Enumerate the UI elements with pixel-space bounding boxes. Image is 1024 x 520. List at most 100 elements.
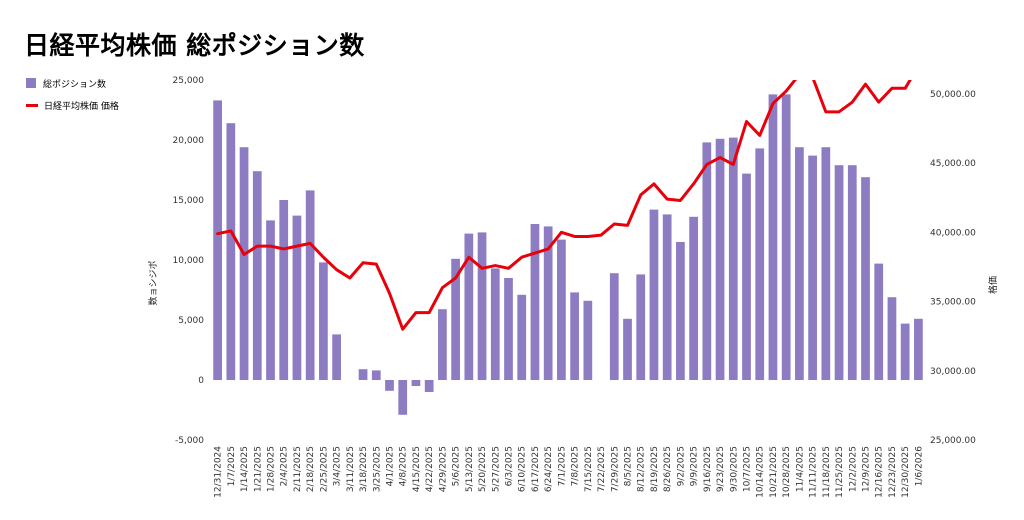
- x-tick-label: 7/29/2025: [610, 446, 620, 492]
- y2-tick-label: 35,000.00: [930, 298, 976, 308]
- bar: [689, 216, 698, 380]
- legend: 総ポジション数 日経平均株価 価格: [26, 72, 119, 116]
- legend-swatch-line: [26, 103, 38, 107]
- bar: [398, 380, 408, 415]
- y2-tick-label: 25,000.00: [930, 436, 976, 446]
- bar: [728, 137, 738, 380]
- y2-tick-label: 30,000.00: [930, 367, 976, 377]
- x-tick-label: 8/19/2025: [650, 446, 660, 492]
- bar: [319, 262, 328, 380]
- x-tick-label: 3/25/2025: [372, 446, 382, 492]
- bar: [477, 232, 487, 380]
- x-tick-label: 4/29/2025: [438, 446, 448, 492]
- x-tick-label: 9/23/2025: [716, 446, 726, 492]
- y-tick-label: 15,000: [173, 196, 205, 206]
- bar: [887, 297, 897, 380]
- bar: [543, 226, 553, 380]
- x-tick-label: 5/27/2025: [491, 446, 501, 492]
- bar: [742, 173, 751, 380]
- bar: [385, 380, 394, 391]
- y-tick-label: -5,000: [175, 436, 204, 446]
- bar: [702, 142, 712, 380]
- chart-title: 日経平均株価 総ポジション数: [24, 31, 365, 60]
- legend-label-line: 日経平均株価 価格: [44, 101, 119, 112]
- x-tick-label: 4/15/2025: [412, 446, 422, 492]
- x-tick-label: 7/1/2025: [557, 446, 567, 486]
- bar: [900, 323, 910, 380]
- bar: [821, 147, 831, 380]
- x-tick-label: 1/6/2026: [914, 446, 924, 487]
- x-tick-label: 10/28/2025: [782, 446, 792, 498]
- x-tick-label: 3/18/2025: [359, 446, 369, 492]
- bar: [239, 147, 249, 380]
- x-tick-label: 3/11/2025: [346, 446, 356, 492]
- bar: [715, 138, 725, 380]
- bar: [609, 273, 619, 380]
- x-tick-label: 12/16/2025: [875, 446, 885, 498]
- bar: [252, 171, 262, 380]
- bar: [213, 100, 222, 381]
- x-tick-label: 12/30/2025: [901, 446, 911, 498]
- bar: [808, 155, 817, 380]
- bar: [649, 209, 659, 380]
- bar: [768, 94, 778, 381]
- x-tick-label: 7/8/2025: [571, 446, 581, 486]
- x-tick-label: 2/4/2025: [280, 446, 290, 486]
- bar-series: [213, 94, 923, 415]
- x-tick-label: 2/11/2025: [293, 446, 303, 492]
- legend-swatch-bar: [26, 78, 36, 88]
- bar: [781, 94, 791, 381]
- bar: [226, 123, 236, 380]
- x-tick-label: 4/8/2025: [399, 446, 409, 486]
- bar: [490, 268, 500, 380]
- right-axis: 25,000.00 30,000.00 35,000.00 40,000.00 45,0…: [930, 90, 976, 446]
- bar: [424, 380, 434, 392]
- bar: [451, 258, 460, 380]
- x-tick-label: 6/3/2025: [505, 446, 515, 486]
- bar: [305, 190, 315, 380]
- bar: [371, 370, 381, 380]
- x-tick-label: 9/2/2025: [676, 446, 686, 486]
- x-tick-label: 2/18/2025: [306, 446, 316, 492]
- line-series: [216, 80, 912, 331]
- bar: [464, 233, 474, 380]
- y2-axis-title: 格価: [987, 276, 999, 294]
- x-tick-label: 11/25/2025: [835, 446, 845, 498]
- x-tick-label: 11/18/2025: [822, 446, 832, 498]
- y-tick-label: 20,000: [173, 136, 205, 146]
- x-tick-label: 10/7/2025: [743, 446, 753, 492]
- legend-item-line[interactable]: 日経平均株価 価格: [26, 94, 119, 116]
- x-tick-label: 8/26/2025: [663, 446, 673, 492]
- bar: [914, 318, 923, 380]
- bar: [332, 334, 341, 380]
- x-tick-label: 1/14/2025: [240, 446, 250, 492]
- x-tick-label: 8/12/2025: [637, 446, 647, 492]
- y-tick-label: 10,000: [173, 256, 205, 266]
- y2-tick-label: 45,000.00: [930, 159, 976, 169]
- x-tick-label: 10/21/2025: [769, 446, 779, 498]
- bar: [861, 177, 870, 380]
- legend-item-bar[interactable]: 総ポジション数: [26, 72, 119, 94]
- x-tick-label: 1/21/2025: [253, 446, 263, 492]
- y2-tick-label: 40,000.00: [930, 228, 976, 238]
- x-tick-label: 5/13/2025: [465, 446, 475, 492]
- x-tick-label: 11/11/2025: [809, 446, 819, 498]
- bar: [557, 239, 566, 380]
- bar: [636, 274, 646, 380]
- x-tick-label: 6/17/2025: [531, 446, 541, 492]
- bar: [847, 165, 857, 380]
- bar: [411, 380, 421, 386]
- x-tick-label: 6/24/2025: [544, 446, 554, 492]
- bar: [266, 220, 275, 380]
- legend-label-bar: 総ポジション数: [43, 79, 107, 90]
- x-tick-label: 12/23/2025: [888, 446, 898, 498]
- bar: [279, 200, 289, 380]
- x-axis: 12/31/2024 1/7/2025 1/14/2025 1/21/2025 1/28…: [214, 446, 925, 498]
- x-tick-label: 4/1/2025: [386, 446, 396, 486]
- x-tick-label: 3/4/2025: [333, 446, 343, 486]
- bar: [583, 300, 593, 380]
- x-tick-label: 7/22/2025: [597, 446, 607, 492]
- x-tick-label: 1/28/2025: [267, 446, 277, 492]
- bar: [834, 165, 844, 380]
